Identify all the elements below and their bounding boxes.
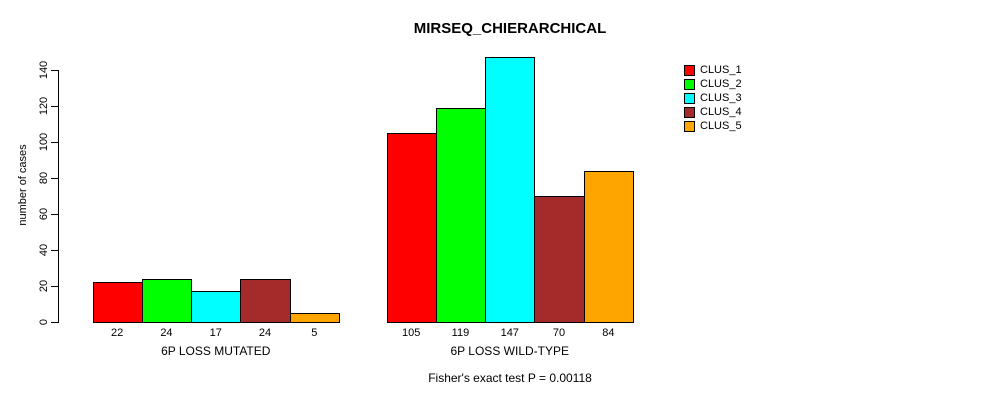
legend-item-clus_4: CLUS_4: [684, 105, 742, 119]
y-axis-tick-label: 60: [38, 207, 50, 221]
bar-value-label: 70: [552, 327, 566, 339]
y-axis-tick: [51, 322, 58, 323]
x-axis-category-label: 6P LOSS WILD-TYPE: [450, 344, 569, 358]
bar-clus_4-group1: [240, 278, 291, 323]
y-axis-tick-label: 0: [38, 318, 50, 326]
legend-swatch-clus_2: [684, 78, 695, 90]
x-axis-category-label: 6P LOSS MUTATED: [161, 344, 271, 358]
bar-clus_5-group2: [583, 170, 634, 323]
bar-clus_2-group1: [141, 278, 193, 323]
y-axis-tick-label: 40: [38, 243, 50, 257]
legend-item-clus_1: CLUS_1: [684, 63, 742, 77]
bar-value-label: 105: [401, 327, 421, 339]
fisher-test-annotation: Fisher's exact test P = 0.00118: [428, 371, 592, 385]
y-axis-tick: [51, 142, 58, 143]
legend-label: CLUS_1: [700, 64, 742, 76]
y-axis-tick: [51, 286, 58, 287]
bar-clus_4-group2: [534, 196, 585, 323]
y-axis-label: number of cases: [17, 144, 29, 226]
legend-item-clus_3: CLUS_3: [684, 91, 742, 105]
legend-label: CLUS_2: [700, 78, 742, 90]
legend: CLUS_1 CLUS_2 CLUS_3 CLUS_4 CLUS_5: [684, 63, 742, 133]
bar-clus_3-group2: [485, 57, 536, 323]
legend-swatch-clus_3: [684, 92, 695, 104]
legend-item-clus_5: CLUS_5: [684, 119, 742, 133]
y-axis-tick-label: 140: [38, 60, 50, 80]
bar-value-label: 119: [451, 327, 470, 339]
bar-value-label: 24: [258, 327, 272, 339]
bar-value-label: 84: [602, 327, 615, 339]
legend-swatch-clus_4: [684, 106, 695, 118]
bar-value-label: 22: [111, 327, 124, 339]
y-axis-tick: [51, 178, 58, 179]
bar-clus_2-group2: [435, 107, 487, 323]
legend-label: CLUS_5: [700, 120, 742, 132]
y-axis-line: [58, 70, 59, 323]
y-axis-tick: [51, 70, 58, 71]
bar-clus_1-group2: [386, 133, 437, 323]
bar-value-label: 17: [209, 327, 222, 339]
y-axis-tick-label: 20: [38, 279, 50, 293]
legend-item-clus_2: CLUS_2: [684, 77, 742, 91]
bar-value-label: 5: [311, 327, 318, 339]
y-axis-tick-label: 120: [38, 96, 50, 116]
y-axis-tick: [51, 106, 58, 107]
legend-label: CLUS_3: [700, 92, 742, 104]
y-axis-tick: [51, 250, 58, 251]
legend-swatch-clus_1: [684, 64, 695, 76]
y-axis-tick-label: 100: [38, 132, 50, 152]
chart-title: MIRSEQ_CHIERARCHICAL: [413, 20, 607, 37]
bar-clus_5-group1: [289, 313, 340, 323]
legend-label: CLUS_4: [700, 106, 742, 118]
y-axis-tick-label: 80: [38, 171, 50, 185]
bar-clus_3-group1: [191, 291, 242, 323]
bar-value-label: 24: [160, 327, 173, 339]
bar-clus_1-group1: [92, 282, 143, 323]
bar-value-label: 147: [500, 327, 519, 339]
legend-swatch-clus_5: [684, 120, 695, 132]
y-axis-tick: [51, 214, 58, 215]
